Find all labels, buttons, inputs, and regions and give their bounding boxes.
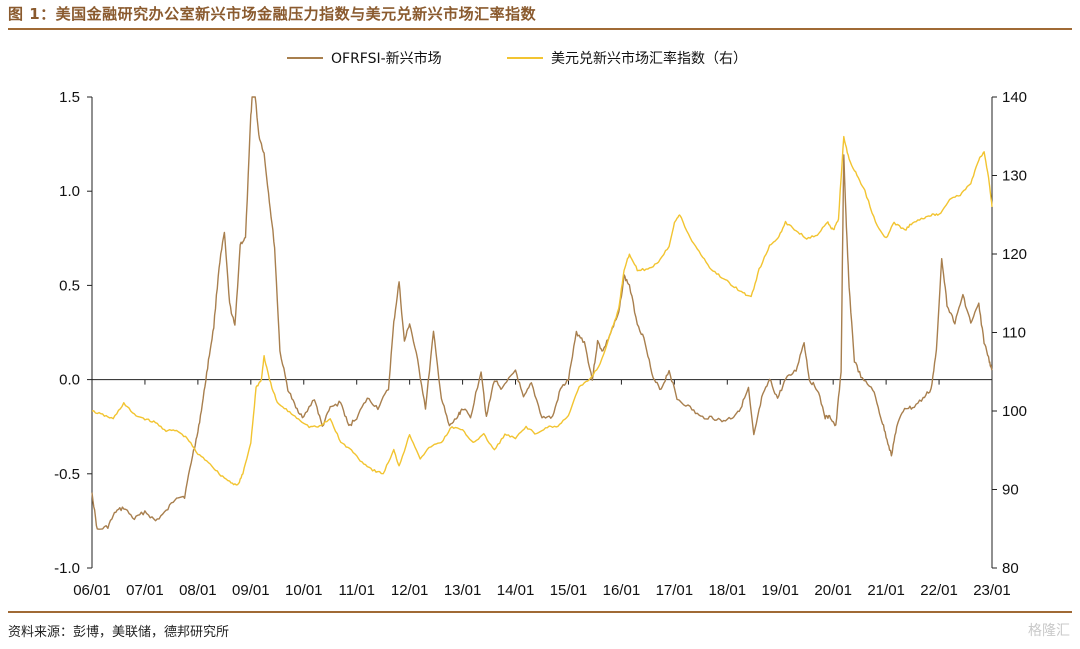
right-tick-label: 90 [1002,482,1019,499]
x-tick-label: 23/01 [973,582,1011,599]
x-tick-label: 20/01 [814,582,852,599]
x-tick-label: 08/01 [179,582,217,599]
x-tick-label: 06/01 [73,582,111,599]
title-divider [8,28,1072,30]
legend: OFRFSI-新兴市场 美元兑新兴市场汇率指数（右） [287,50,747,67]
left-tick-label: -1.0 [54,560,80,577]
watermark-logo: 格隆汇 [1028,623,1070,639]
chart-title: 图 1：美国金融研究办公室新兴市场金融压力指数与美元兑新兴市场汇率指数 [8,5,537,23]
left-tick-label: 0.0 [59,372,80,389]
x-tick-label: 14/01 [497,582,535,599]
right-tick-label: 80 [1002,560,1019,577]
source-note: 资料来源：彭博，美联储，德邦研究所 [8,625,230,640]
right-tick-label: 110 [1002,325,1026,342]
x-tick-label: 18/01 [709,582,747,599]
left-tick-label: 1.0 [59,183,80,200]
right-tick-label: 120 [1002,246,1027,263]
x-tick-label: 13/01 [444,582,482,599]
x-tick-label: 15/01 [550,582,588,599]
tick-labels: 1.5 1.0 0.5 0.0 -0.5 -1.0 140 130 120 110 100 90 80 0… [54,89,1027,599]
left-tick-label: 1.5 [59,89,80,106]
chart-area: 1.5 1.0 0.5 0.0 -0.5 -1.0 140 130 120 110 100 90 80 0… [54,50,1027,599]
x-tick-label: 11/01 [338,582,374,599]
legend-label: OFRFSI-新兴市场 [331,50,442,67]
x-tick-label: 17/01 [656,582,694,599]
x-tick-label: 12/01 [391,582,429,599]
x-tick-label: 21/01 [867,582,905,599]
left-tick-label: 0.5 [59,277,80,294]
x-tick-label: 10/01 [285,582,323,599]
x-tick-label: 16/01 [603,582,641,599]
x-tick-label: 19/01 [761,582,799,599]
x-tick-label: 07/01 [126,582,164,599]
legend-label: 美元兑新兴市场汇率指数（右） [551,50,747,67]
series-lines [91,96,993,530]
series-line-ofrfsi [91,96,993,530]
right-tick-label: 100 [1002,403,1027,420]
series-line-usd-em-fx [91,135,993,486]
axes [87,96,997,569]
right-tick-label: 140 [1002,89,1027,106]
x-tick-label: 09/01 [232,582,270,599]
source-divider [8,611,1072,613]
left-tick-label: -0.5 [54,466,80,483]
right-tick-label: 130 [1002,168,1027,185]
x-tick-label: 22/01 [920,582,958,599]
